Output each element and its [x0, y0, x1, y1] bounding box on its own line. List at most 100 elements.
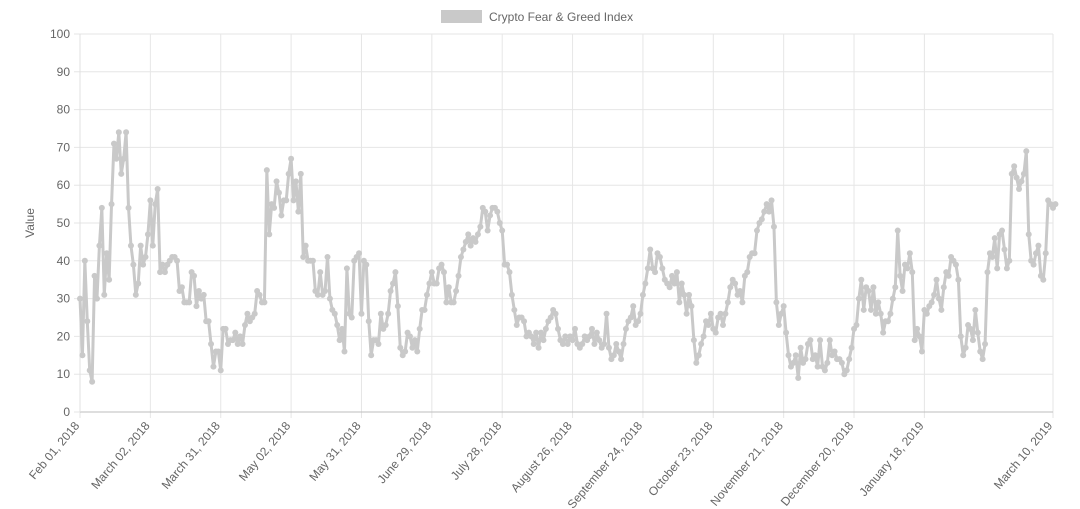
data-point: [676, 299, 683, 306]
x-tick-label: July 28, 2018: [448, 419, 505, 483]
data-point: [302, 242, 309, 249]
data-point: [817, 337, 824, 344]
data-point: [790, 359, 797, 366]
data-point: [477, 223, 484, 230]
data-point: [693, 359, 700, 366]
data-point: [472, 238, 479, 245]
data-point: [744, 269, 751, 276]
data-point: [178, 284, 185, 291]
data-point: [251, 310, 258, 317]
data-point: [106, 276, 113, 283]
data-point: [356, 250, 363, 257]
data-point: [450, 299, 457, 306]
data-point: [540, 337, 547, 344]
data-point: [622, 325, 629, 332]
data-point: [244, 310, 251, 317]
data-point: [894, 227, 901, 234]
data-point: [322, 288, 329, 295]
data-point: [79, 352, 86, 359]
data-point: [952, 261, 959, 268]
data-point: [273, 178, 280, 185]
data-point: [462, 238, 469, 245]
data-point: [909, 269, 916, 276]
data-point: [530, 340, 537, 347]
data-point: [686, 291, 693, 298]
data-point: [807, 337, 814, 344]
data-point: [324, 254, 331, 261]
data-point: [385, 310, 392, 317]
legend-swatch[interactable]: [441, 10, 482, 23]
data-point: [855, 295, 862, 302]
data-point: [297, 170, 304, 177]
data-point: [285, 170, 292, 177]
data-point: [317, 269, 324, 276]
data-point: [229, 337, 236, 344]
x-tick-label: March 31, 2018: [159, 419, 224, 492]
data-point: [132, 291, 139, 298]
data-point: [644, 265, 651, 272]
y-tick-label: 30: [57, 292, 71, 306]
data-point: [96, 242, 103, 249]
data-point: [504, 261, 511, 268]
data-point: [591, 340, 598, 347]
data-point: [615, 348, 622, 355]
data-point: [831, 348, 838, 355]
data-point: [377, 310, 384, 317]
data-point: [392, 269, 399, 276]
data-point: [773, 299, 780, 306]
data-point: [290, 197, 297, 204]
y-tick-label: 80: [57, 103, 71, 117]
data-point: [127, 242, 134, 249]
data-point: [647, 246, 654, 253]
legend-label[interactable]: Crypto Fear & Greed Index: [489, 10, 633, 24]
data-point: [81, 257, 88, 264]
data-point: [101, 291, 108, 298]
data-point: [897, 272, 904, 279]
data-point: [605, 344, 612, 351]
data-point: [797, 344, 804, 351]
x-tick-label: March 10, 2019: [991, 419, 1056, 492]
data-point: [868, 306, 875, 313]
data-point: [147, 197, 154, 204]
data-point: [108, 201, 115, 208]
data-point: [416, 325, 423, 332]
data-point: [1030, 261, 1037, 268]
data-point: [880, 329, 887, 336]
data-point: [707, 310, 714, 317]
data-point: [931, 291, 938, 298]
data-point: [783, 329, 790, 336]
data-point: [457, 254, 464, 261]
data-point: [938, 306, 945, 313]
data-point: [341, 348, 348, 355]
data-point: [904, 265, 911, 272]
data-point: [928, 299, 935, 306]
data-point: [792, 352, 799, 359]
x-tick-label: November 21, 2018: [707, 419, 786, 509]
data-point: [142, 254, 149, 261]
data-point: [848, 344, 855, 351]
data-point: [154, 185, 161, 192]
data-point: [123, 129, 130, 136]
data-point: [678, 280, 685, 287]
data-point: [911, 337, 918, 344]
data-point: [467, 242, 474, 249]
data-point: [508, 291, 515, 298]
data-point: [334, 322, 341, 329]
data-point: [300, 254, 307, 261]
data-point: [795, 374, 802, 381]
data-point: [1025, 231, 1032, 238]
data-point: [77, 295, 83, 302]
data-point: [159, 261, 166, 268]
data-point: [222, 325, 229, 332]
data-point: [768, 197, 775, 204]
data-point: [390, 280, 397, 287]
data-point: [1008, 170, 1015, 177]
data-point: [110, 140, 117, 147]
data-point: [695, 352, 702, 359]
data-point: [671, 280, 678, 287]
data-point: [174, 257, 181, 264]
data-point: [559, 340, 566, 347]
data-point: [751, 250, 758, 257]
data-point: [120, 155, 127, 162]
data-point: [957, 333, 964, 340]
